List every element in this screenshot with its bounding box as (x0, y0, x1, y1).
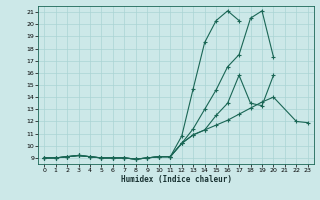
X-axis label: Humidex (Indice chaleur): Humidex (Indice chaleur) (121, 175, 231, 184)
